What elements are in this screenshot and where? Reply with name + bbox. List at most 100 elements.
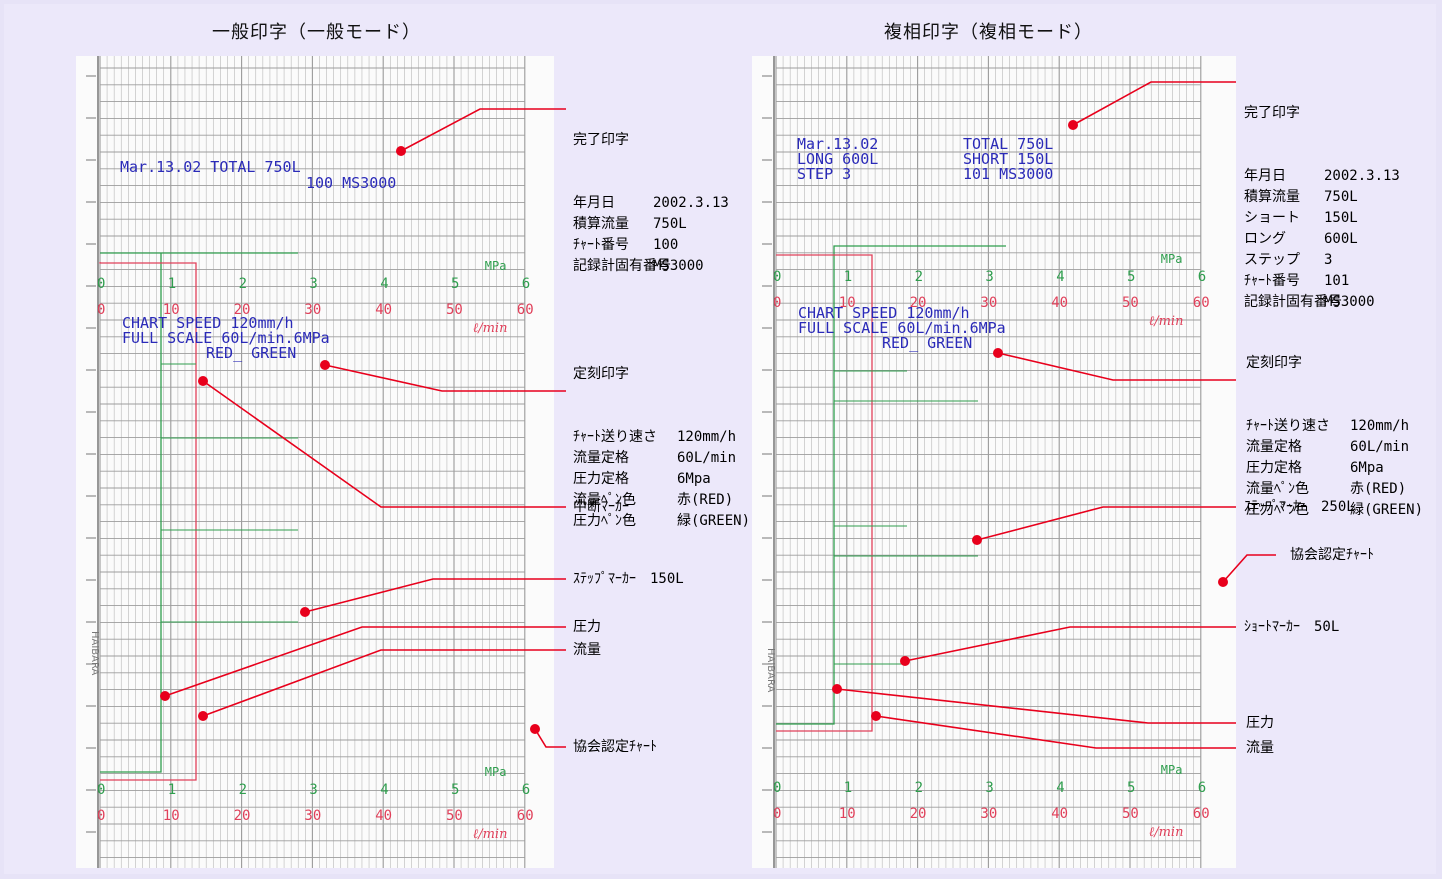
label-key: 記録計固有番号 — [573, 258, 671, 274]
label-key: 年月日 — [573, 195, 615, 211]
mpa-tick-label: 0 — [773, 780, 781, 796]
mpa-tick-label: 6 — [522, 782, 530, 798]
scheduled-print-line: FULL SCALE 60L/min.6MPa — [798, 319, 1006, 337]
label-row: ﾁｬｰﾄ番号 100 — [573, 235, 729, 256]
left-pressure-label: 圧力 — [573, 619, 601, 635]
label-value: 600L — [1324, 231, 1358, 247]
label-row: 年月日 2002.3.13 — [573, 193, 729, 214]
label-value: 2002.3.13 — [1324, 168, 1400, 184]
label-value: 緑(GREEN) — [677, 513, 751, 529]
scheduled-print-line: RED_ GREEN — [882, 334, 972, 352]
label-value: 750L — [653, 216, 687, 232]
label-value: 150L — [1324, 210, 1358, 226]
label-value: 101 — [1324, 273, 1350, 289]
mpa-label: MPa — [1161, 252, 1183, 266]
label-row: 圧力ﾍﾟﾝ色 緑(GREEN) — [1246, 500, 1423, 521]
label-value: MS3000 — [653, 258, 704, 274]
mpa-tick-label: 1 — [168, 782, 176, 798]
label-value: 緑(GREEN) — [1350, 502, 1424, 518]
left-marker-dot-flow — [198, 711, 208, 721]
left-scheduled-block: 定刻印字 ﾁｬｰﾄ送り速さ 120mm/h 流量定格 60L/min 圧力定格 6Mpa 流… — [573, 322, 750, 553]
completion-print-line: SHORT 150L — [963, 150, 1053, 168]
label-row: 圧力定格 6Mpa — [1246, 458, 1423, 479]
mpa-label: MPa — [1161, 763, 1183, 777]
label-row: 圧力定格 6Mpa — [573, 469, 750, 490]
mpa-tick-label: 6 — [1198, 269, 1206, 285]
right-marker-dot-flow — [871, 711, 881, 721]
right-short-marker-label: ｼｮｰﾄﾏｰｶｰ 50L — [1244, 619, 1340, 635]
left-chart-paper: MPa 0 1 2 3 4 5 6 0 10 20 30 40 50 60 ℓ/min MPa 0 1 2 3 4 5 6 0 1… — [76, 56, 554, 868]
label-key: 流量定格 — [1246, 439, 1302, 455]
mpa-tick-label: 5 — [451, 276, 459, 292]
label-key: ﾁｬｰﾄ送り速さ — [573, 429, 657, 445]
label-key: ﾁｬｰﾄ番号 — [1244, 273, 1300, 289]
right-flow-label: 流量 — [1246, 740, 1274, 756]
flow-tick-label: 0 — [773, 295, 781, 311]
label-row: 記録計固有番号MS3000 — [573, 256, 729, 277]
left-marker-dot-completion — [396, 146, 406, 156]
mpa-tick-label: 0 — [97, 782, 105, 798]
mpa-tick-label: 2 — [239, 276, 247, 292]
flow-tick-label: 30 — [304, 808, 321, 824]
left-marker-dot-step — [300, 607, 310, 617]
label-key: 流量ﾍﾟﾝ色 — [573, 492, 636, 508]
right-marker-dot-scheduled — [993, 348, 1003, 358]
mpa-tick-label: 3 — [985, 780, 993, 796]
label-row: 積算流量 750L — [1244, 187, 1400, 208]
right-title: 複相印字（複相モード） — [884, 22, 1093, 43]
label-row: ステップ 3 — [1244, 250, 1400, 271]
right-completion-heading: 完了印字 — [1244, 105, 1300, 121]
lmin-label: ℓ/min — [1149, 314, 1184, 329]
label-row: 流量定格 60L/min — [573, 448, 750, 469]
label-value: 3 — [1324, 252, 1333, 268]
label-row: 流量ﾍﾟﾝ色 赤(RED) — [1246, 479, 1423, 500]
left-marker-dot-pressure — [160, 691, 170, 701]
mpa-tick-label: 4 — [380, 782, 388, 798]
mpa-tick-label: 5 — [1127, 780, 1135, 796]
label-key: 圧力ﾍﾟﾝ色 — [1246, 502, 1309, 518]
left-certified-label: 協会認定ﾁｬｰﾄ — [573, 739, 657, 755]
right-marker-dot-completion — [1068, 120, 1078, 130]
left-interrupt-label: 中断ﾏｰｶｰ — [573, 499, 629, 515]
mpa-tick-label: 1 — [844, 269, 852, 285]
right-chart-paper: MPa 0 1 2 3 4 5 6 0 10 20 30 40 50 60 ℓ/min MPa 0 1 2 3 4 5 6 0 1… — [752, 56, 1236, 868]
left-title: 一般印字（一般モード） — [212, 22, 421, 43]
flow-tick-label: 0 — [773, 806, 781, 822]
label-row: 記録計固有番号MS3000 — [1244, 292, 1400, 313]
mpa-tick-label: 5 — [1127, 269, 1135, 285]
flow-tick-label: 50 — [1122, 806, 1139, 822]
left-scheduled-heading: 定刻印字 — [573, 366, 629, 382]
label-key: ロング — [1244, 231, 1286, 247]
label-key: 年月日 — [1244, 168, 1286, 184]
right-completion-rows: 年月日 2002.3.13 積算流量 750L ショート 150L ロング 600L ステップ 3… — [1244, 166, 1400, 313]
lmin-label: ℓ/min — [1149, 825, 1184, 840]
flow-tick-label: 60 — [1193, 295, 1210, 311]
completion-print-line: STEP 3 — [797, 165, 851, 183]
mpa-tick-label: 4 — [1056, 269, 1064, 285]
label-key: ﾁｬｰﾄ送り速さ — [1246, 418, 1330, 434]
left-marker-dot-scheduled — [320, 360, 330, 370]
mpa-tick-label: 6 — [1198, 780, 1206, 796]
mpa-tick-label: 3 — [309, 782, 317, 798]
completion-print-line: LONG 600L — [797, 150, 878, 168]
left-flow-label: 流量 — [573, 642, 601, 658]
completion-print-line: Mar.13.02 — [797, 135, 878, 153]
flow-tick-label: 20 — [234, 302, 251, 318]
right-pressure-label: 圧力 — [1246, 715, 1274, 731]
flow-tick-label: 30 — [980, 295, 997, 311]
label-value: 60L/min — [1350, 439, 1410, 455]
flow-tick-label: 50 — [1122, 295, 1139, 311]
left-completion-block: 完了印字 年月日 2002.3.13 積算流量 750L ﾁｬｰﾄ番号 100 記録計固有番… — [573, 88, 729, 298]
label-value: 赤(RED) — [1350, 481, 1407, 497]
right-certified-label: 協会認定ﾁｬｰﾄ — [1290, 547, 1374, 563]
label-key: 積算流量 — [573, 216, 629, 232]
label-value: 100 — [653, 237, 679, 253]
mpa-tick-label: 4 — [1056, 780, 1064, 796]
flow-tick-label: 60 — [517, 808, 534, 824]
left-marker-dot-certified — [530, 724, 540, 734]
label-value: 120mm/h — [677, 429, 737, 445]
left-step-marker-label: ｽﾃｯﾌﾟﾏｰｶｰ 150L — [573, 571, 684, 587]
label-row: ロング 600L — [1244, 229, 1400, 250]
right-completion-block: 完了印字 年月日 2002.3.13 積算流量 750L ショート 150L ロング 600L… — [1244, 61, 1400, 334]
